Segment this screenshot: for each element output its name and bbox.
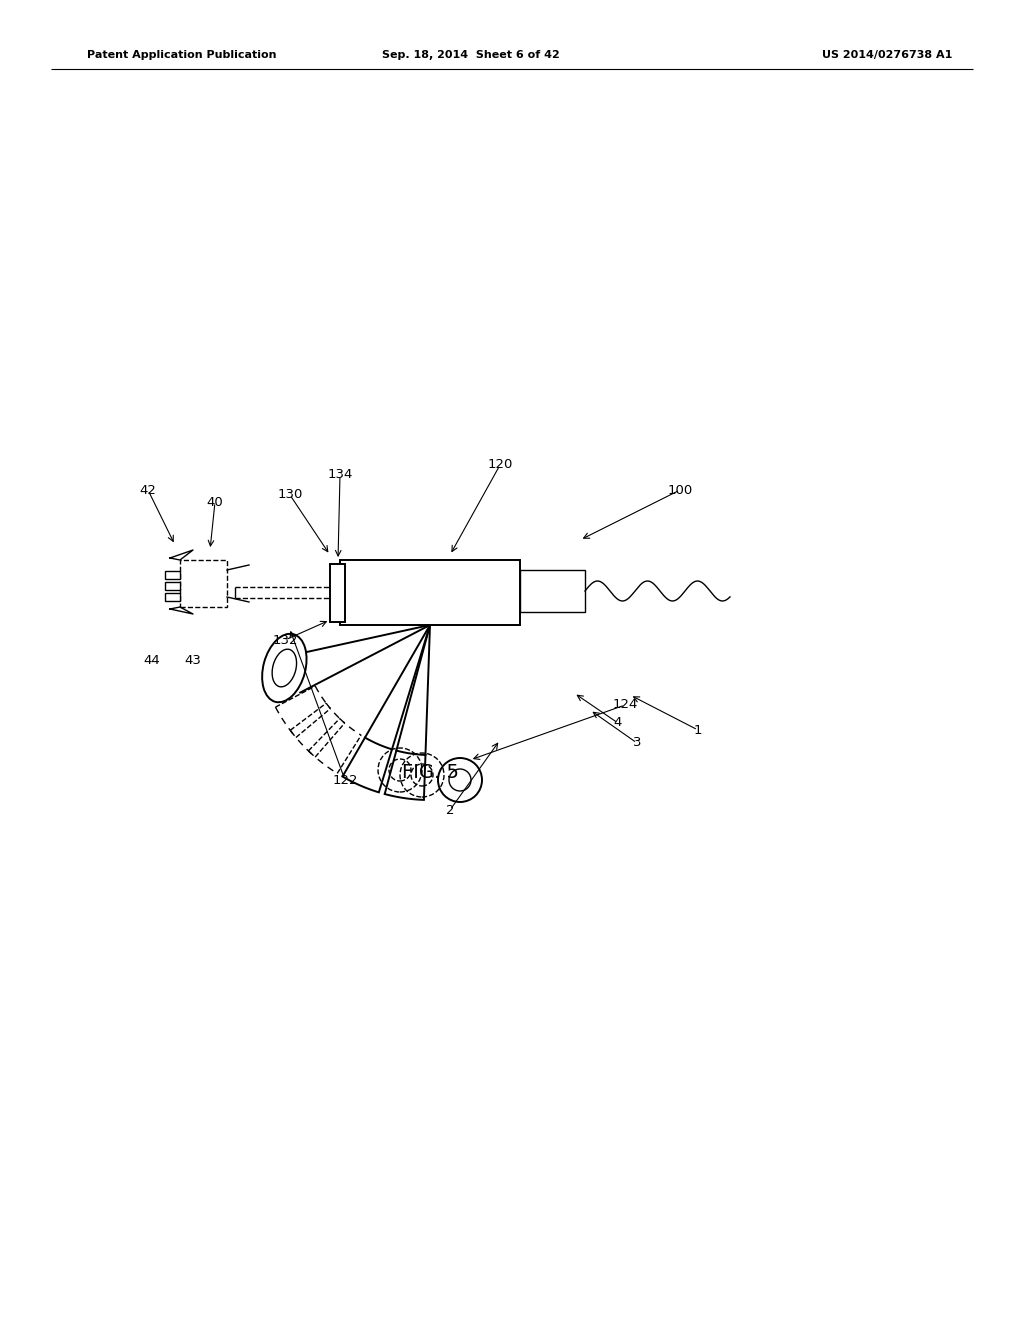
Circle shape — [449, 770, 471, 791]
Bar — [165, 593, 180, 601]
Text: 1: 1 — [693, 723, 702, 737]
Text: 43: 43 — [184, 653, 202, 667]
Bar — [330, 564, 345, 622]
Text: US 2014/0276738 A1: US 2014/0276738 A1 — [822, 50, 952, 61]
Text: 122: 122 — [332, 774, 357, 787]
Text: 2: 2 — [445, 804, 455, 817]
Text: 44: 44 — [143, 653, 161, 667]
Text: 3: 3 — [633, 737, 641, 750]
Ellipse shape — [272, 649, 297, 686]
Text: Sep. 18, 2014  Sheet 6 of 42: Sep. 18, 2014 Sheet 6 of 42 — [382, 50, 560, 61]
Bar — [165, 572, 180, 579]
Ellipse shape — [262, 634, 306, 702]
Text: 120: 120 — [487, 458, 513, 471]
Text: FIG. 5: FIG. 5 — [401, 763, 459, 781]
Bar — [520, 570, 585, 612]
Text: Patent Application Publication: Patent Application Publication — [87, 50, 276, 61]
Text: 132: 132 — [272, 634, 298, 647]
Text: 124: 124 — [612, 698, 638, 711]
Text: 100: 100 — [668, 483, 692, 496]
Text: 134: 134 — [328, 469, 352, 482]
Text: 42: 42 — [139, 483, 157, 496]
Text: 40: 40 — [207, 495, 223, 508]
Circle shape — [438, 758, 482, 803]
Bar — [340, 560, 520, 624]
Text: 4: 4 — [613, 717, 623, 730]
Bar — [165, 582, 180, 590]
Text: 130: 130 — [278, 488, 303, 502]
Bar — [180, 560, 227, 607]
